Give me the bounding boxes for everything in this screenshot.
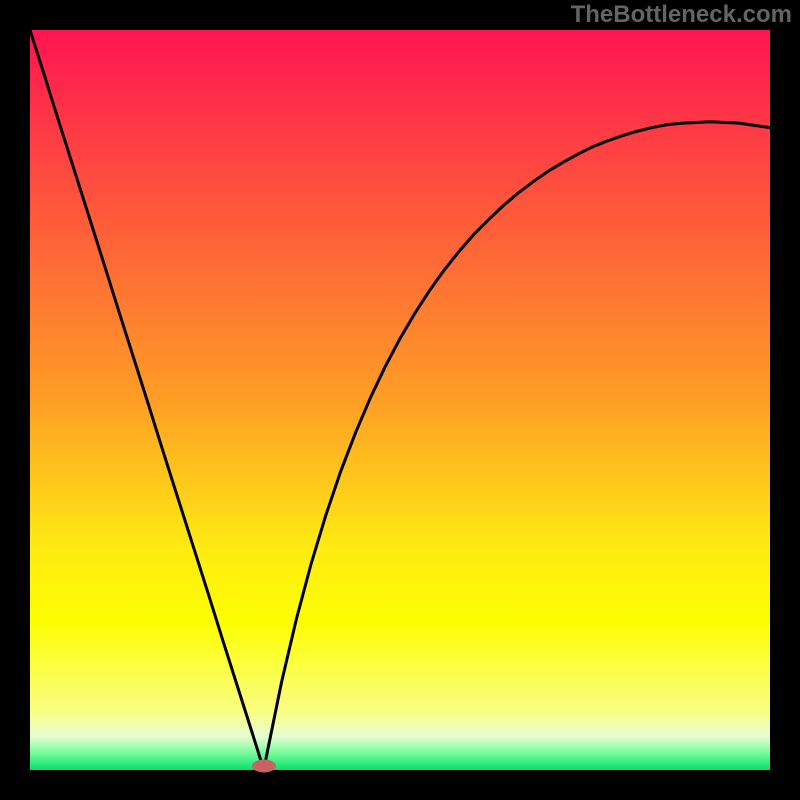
watermark-text: TheBottleneck.com	[571, 1, 792, 29]
chart-svg	[30, 30, 770, 770]
chart-plot	[30, 30, 770, 770]
chart-frame: TheBottleneck.com	[0, 0, 800, 800]
chart-background	[30, 30, 770, 770]
bottleneck-marker	[252, 760, 276, 773]
